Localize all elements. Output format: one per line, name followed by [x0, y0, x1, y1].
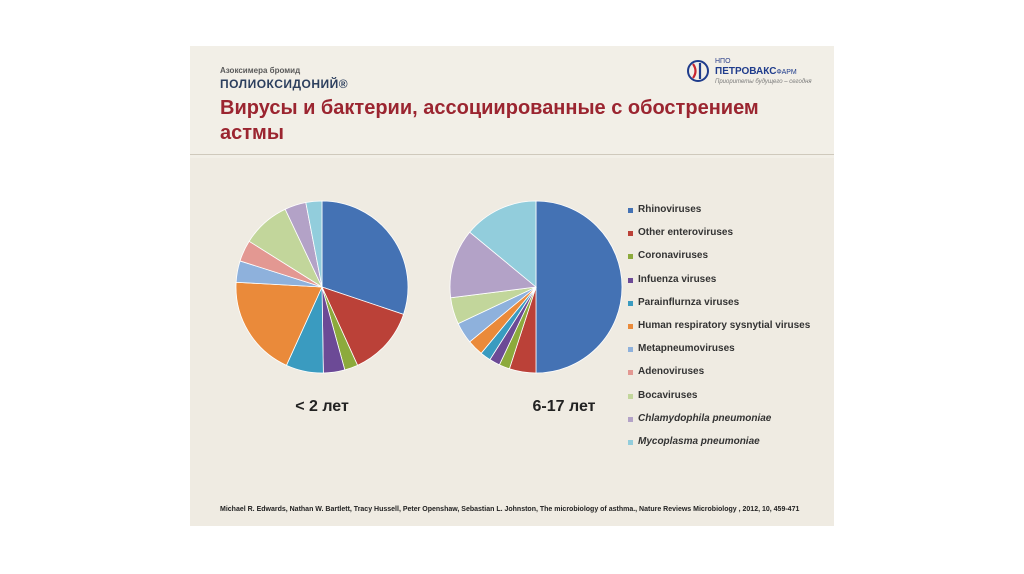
brand-subtitle: Азоксимера бромид: [220, 66, 301, 75]
legend-swatch: [628, 231, 633, 237]
pie-slice-human-respiratory-sysnytial-viruses: [235, 281, 323, 366]
company-logo-icon: [687, 60, 709, 82]
legend-swatch: [628, 208, 633, 213]
pie-slice-rhinoviruses: [321, 200, 409, 315]
brand-name: ПОЛИОКСИДОНИЙ®: [220, 77, 349, 91]
legend-label: Parainflurnza viruses: [638, 296, 740, 308]
pie-chart-under-2: [235, 200, 409, 374]
legend-label: Chlamydophila pneumoniae: [638, 412, 772, 424]
pie-slice-mycoplasma-pneumoniae: [305, 200, 323, 288]
pie-slice-mycoplasma-pneumoniae: [469, 200, 537, 288]
legend-label: Rhinoviruses: [638, 204, 702, 215]
slide: Азоксимера бромид ПОЛИОКСИДОНИЙ® НПО ПЕТ…: [190, 46, 834, 526]
slide-header: Азоксимера бромид ПОЛИОКСИДОНИЙ® НПО ПЕТ…: [190, 46, 834, 158]
legend-label: Other enteroviruses: [638, 227, 734, 239]
slide-title: Вирусы и бактерии, ассоциированные с обо…: [220, 97, 759, 144]
legend-label: Mycoplasma pneumoniae: [638, 435, 760, 447]
citation: Michael R. Edwards, Nathan W. Bartlett, …: [220, 506, 800, 513]
legend-swatch: [628, 323, 633, 329]
pie-slice-other-enteroviruses: [321, 286, 405, 366]
pie-chart-6-17: [449, 200, 623, 374]
logo-npo: НПО: [715, 58, 731, 65]
legend-swatch: [628, 300, 633, 306]
legend-label: Infuenza viruses: [638, 273, 717, 285]
pie-slice-rhinoviruses: [535, 200, 623, 374]
legend-swatch: [628, 347, 633, 353]
logo-name-main: ПЕТРОВАКС: [715, 66, 777, 77]
legend-swatch: [628, 393, 633, 399]
legend-swatch: [628, 254, 633, 260]
legend-swatch: [628, 277, 633, 283]
pie-label-under-2: < 2 лет: [295, 398, 349, 415]
pie-label-6-17: 6-17 лет: [532, 398, 596, 415]
logo-name-suffix: ФАРМ: [776, 69, 797, 76]
legend-label: Bocaviruses: [638, 389, 698, 401]
legend-swatch: [628, 439, 633, 445]
logo-name: ПЕТРОВАКСФАРМ: [715, 66, 797, 77]
logo-tagline: Приоритеты будущего – сегодня: [715, 79, 812, 85]
legend-swatch: [628, 370, 633, 376]
legend-label: Human respiratory sysnytial viruses: [638, 319, 811, 331]
pie-slice-chlamydophila-pneumoniae: [449, 231, 537, 299]
header-divider: [190, 154, 834, 155]
legend-label: Coronaviruses: [638, 250, 709, 262]
legend-swatch: [628, 416, 633, 422]
legend-label: Metapneumoviruses: [638, 343, 735, 355]
company-logo: НПО ПЕТРОВАКСФАРМ Приоритеты будущего – …: [687, 56, 827, 88]
legend-label: Adenoviruses: [638, 366, 705, 378]
